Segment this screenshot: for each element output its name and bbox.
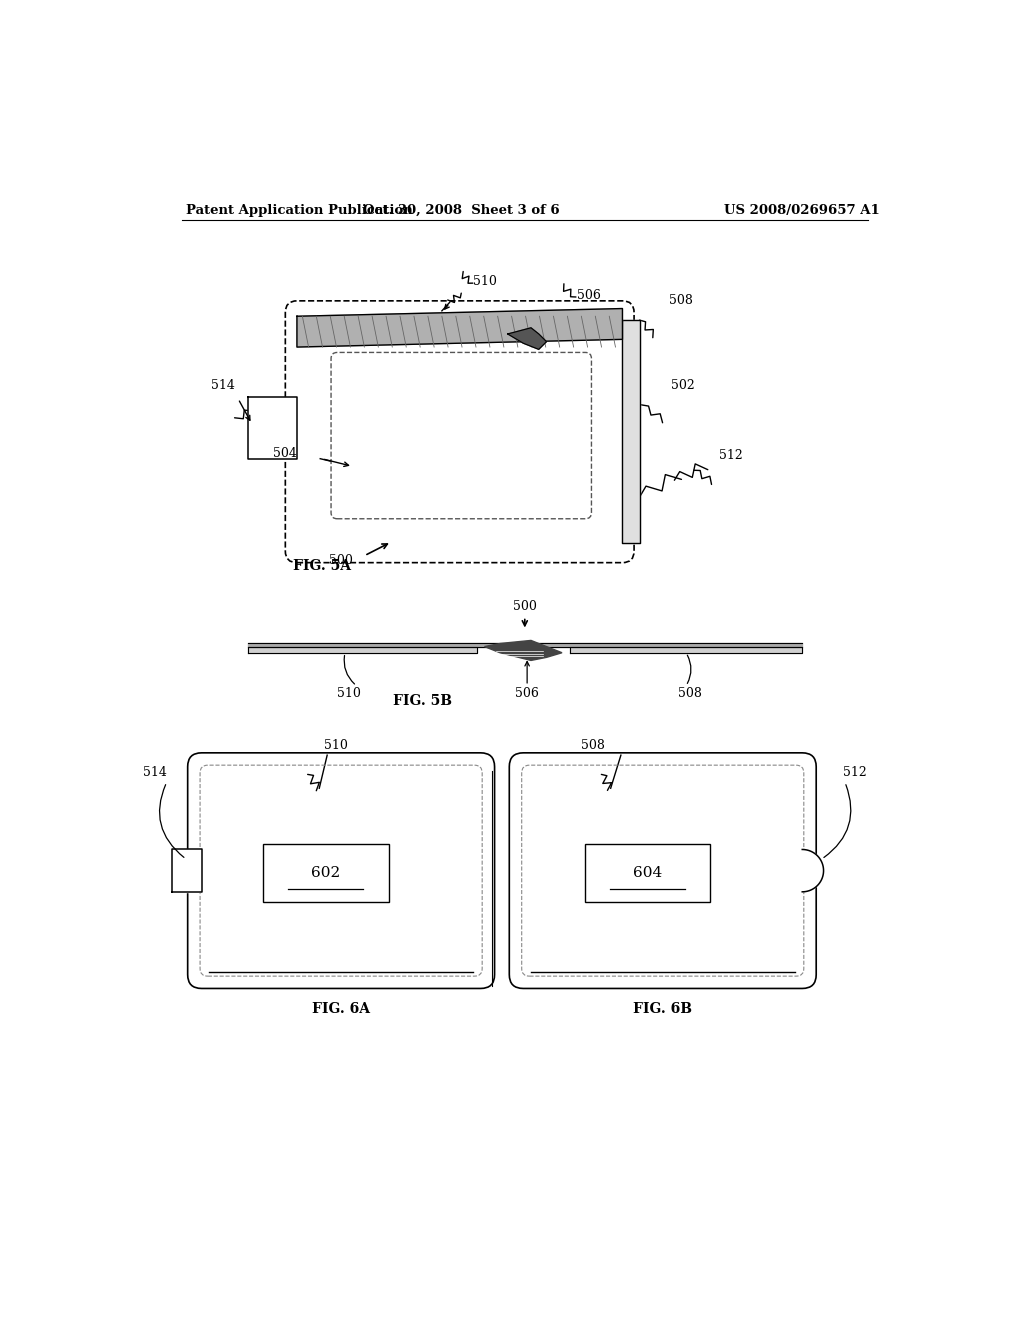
Polygon shape [484, 640, 562, 660]
Text: 504: 504 [272, 446, 297, 459]
Text: Patent Application Publication: Patent Application Publication [186, 205, 413, 218]
Text: 506: 506 [578, 289, 601, 302]
Polygon shape [297, 309, 623, 347]
Text: 506: 506 [515, 686, 539, 700]
Text: US 2008/0269657 A1: US 2008/0269657 A1 [724, 205, 880, 218]
Polygon shape [248, 647, 477, 653]
Text: Oct. 30, 2008  Sheet 3 of 6: Oct. 30, 2008 Sheet 3 of 6 [362, 205, 559, 218]
Text: 510: 510 [324, 739, 347, 751]
Polygon shape [172, 850, 202, 892]
Text: FIG. 6B: FIG. 6B [633, 1002, 692, 1016]
Polygon shape [802, 850, 823, 892]
Text: 510: 510 [337, 686, 360, 700]
Text: 512: 512 [719, 449, 742, 462]
Polygon shape [248, 643, 802, 647]
Text: 510: 510 [472, 275, 497, 288]
Text: FIG. 5B: FIG. 5B [393, 694, 452, 709]
Text: 602: 602 [311, 866, 340, 879]
Polygon shape [248, 397, 297, 459]
Text: 508: 508 [581, 739, 605, 751]
FancyBboxPatch shape [286, 301, 634, 562]
Text: 508: 508 [678, 686, 701, 700]
Text: FIG. 5A: FIG. 5A [293, 560, 351, 573]
Polygon shape [569, 647, 802, 653]
Text: 508: 508 [669, 294, 693, 308]
FancyBboxPatch shape [331, 352, 592, 519]
FancyBboxPatch shape [509, 752, 816, 989]
Text: 502: 502 [671, 379, 694, 392]
Polygon shape [508, 327, 547, 350]
Polygon shape [623, 321, 640, 544]
Text: 512: 512 [843, 767, 867, 779]
Text: 604: 604 [633, 866, 663, 879]
Bar [263, 843, 388, 902]
Bar [585, 843, 711, 902]
Text: 500: 500 [513, 601, 537, 612]
Text: FIG. 6A: FIG. 6A [312, 1002, 370, 1016]
Text: 514: 514 [211, 379, 234, 392]
Text: 514: 514 [143, 767, 167, 779]
Text: 500: 500 [329, 554, 353, 566]
FancyBboxPatch shape [187, 752, 495, 989]
